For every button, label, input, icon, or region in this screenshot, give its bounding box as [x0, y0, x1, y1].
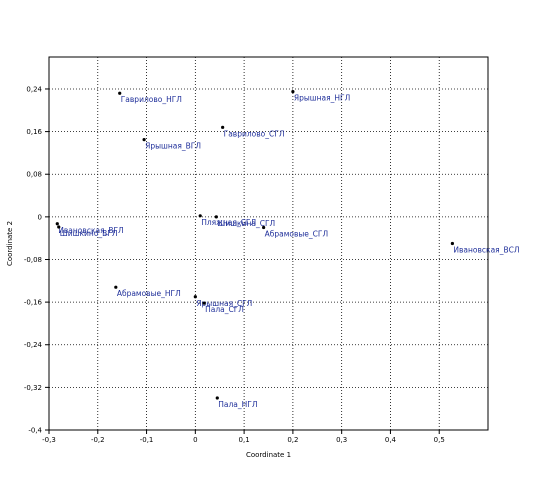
data-point — [55, 222, 59, 226]
data-points: Гаврилово_НГЛ Ярышная_НГЛ Гаврилово_СГЛ Яры… — [55, 90, 519, 409]
data-point — [221, 125, 225, 129]
y-tick-label: 0,24 — [26, 85, 42, 93]
y-tick-label: 0,16 — [26, 128, 42, 136]
data-point — [57, 225, 61, 229]
x-tick-label: -0,1 — [140, 436, 154, 444]
y-tick-label: -0,24 — [24, 341, 43, 349]
data-point-label: Шишкино_ВГЛ — [60, 229, 118, 238]
data-point — [202, 301, 206, 305]
x-tick-label: 0 — [193, 436, 197, 444]
y-tick-label: -0,32 — [24, 384, 42, 392]
y-tick-label: -0,4 — [28, 427, 42, 435]
data-point-label: Ярышная_НГЛ — [294, 94, 350, 103]
plot-frame — [48, 56, 489, 431]
x-tick-label: -0,2 — [91, 436, 105, 444]
x-tick-label: 0,2 — [287, 436, 298, 444]
data-point — [193, 295, 197, 299]
data-point — [291, 90, 295, 94]
data-point-label: Абрамовые_СГЛ — [265, 230, 329, 239]
x-tick-label: 0,5 — [434, 436, 445, 444]
y-tick-label: -0,16 — [24, 299, 43, 307]
y-tick-label: 0,08 — [26, 171, 42, 179]
data-point-label: Пала_СГЛ — [205, 305, 244, 314]
data-point — [118, 91, 122, 95]
data-point-label: Ярышная_СГЛ — [196, 299, 252, 308]
data-point — [214, 215, 218, 219]
data-point-label: Шишкина_СГЛ — [217, 219, 275, 228]
x-axis-title: Coordinate 1 — [246, 451, 291, 459]
data-point — [198, 214, 202, 218]
y-axis-title: Coordinate 2 — [6, 221, 14, 266]
data-point — [114, 285, 118, 289]
x-tick-label: -0,3 — [42, 436, 56, 444]
data-point-label: Ивановская_ВСЛ — [453, 246, 519, 255]
data-point-label: Пляжная_СГЛ — [201, 218, 256, 227]
y-tick-label: 0 — [38, 213, 42, 221]
data-point — [142, 137, 146, 142]
data-point-label: Ярышная_ВГЛ — [145, 142, 201, 151]
data-point — [450, 241, 454, 246]
x-tick-label: 0,3 — [336, 436, 347, 444]
data-point-label: Абрамовые_НГЛ — [117, 289, 181, 298]
x-tick-label: 0,1 — [239, 436, 250, 444]
x-tick-label: 0,4 — [385, 436, 397, 444]
data-point — [262, 225, 266, 230]
y-tick-label: -0,08 — [24, 256, 42, 264]
data-point-label: Пала_НГЛ — [218, 400, 257, 409]
data-point-label: Гаврилово_НГЛ — [121, 95, 182, 104]
data-point-label: Ивановская_ВГЛ — [58, 226, 123, 235]
data-point — [215, 396, 219, 400]
grid — [49, 57, 488, 430]
data-point-label: Гаврилово_СГЛ — [224, 129, 285, 138]
axis-ticks: -0,3 -0,2 -0,1 0 0,1 0,2 0,3 0,4 0,5 0,24 0,16 0,08… — [24, 85, 445, 444]
